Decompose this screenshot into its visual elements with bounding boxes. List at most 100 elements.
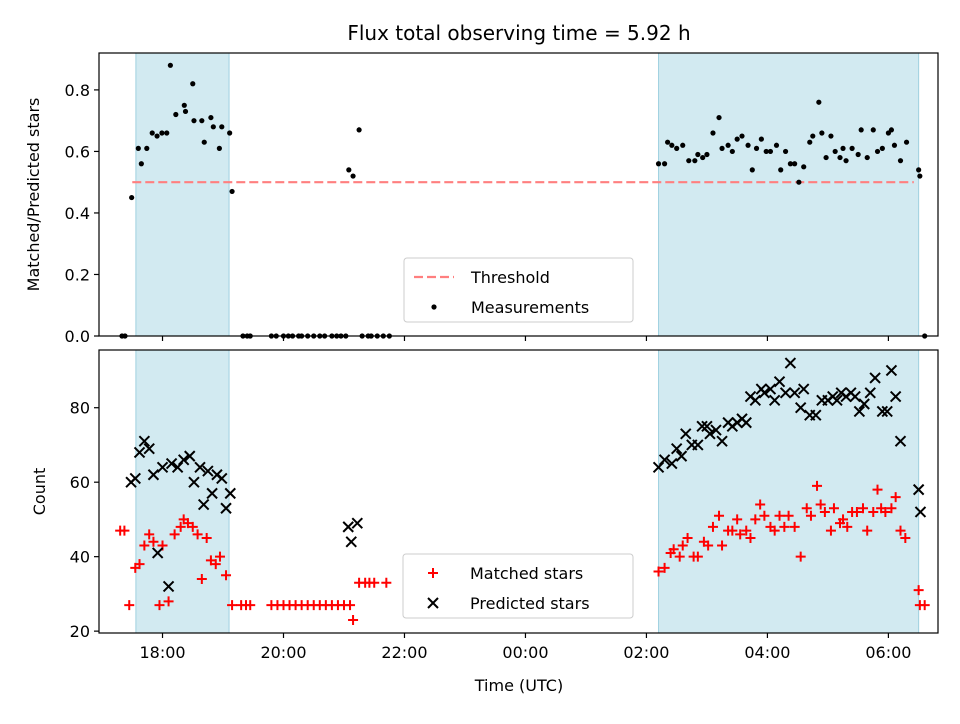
legend: Matched stars Predicted stars [402,553,634,619]
legend-box [402,553,634,619]
data-point [214,551,225,562]
data-point [138,161,144,167]
data-point [345,536,357,548]
data-point [773,375,786,388]
data-point [759,510,770,521]
data-point [831,394,843,406]
data-point [788,387,801,399]
legend-box [403,257,634,323]
data-point [862,525,873,536]
data-point [819,506,830,517]
x-tick-label: 22:00 [381,643,427,662]
data-point [796,179,802,185]
data-point [719,145,725,151]
bottom-panel: 20 40 60 80 18:00 20:00 22:00 00:00 02:00 04:00 06… [30,349,939,662]
data-point [900,533,911,544]
y-tick-label: 40 [70,548,90,567]
data-point [188,476,200,488]
data-point [227,130,233,136]
data-point [792,161,798,167]
data-point [692,551,703,562]
data-point [750,514,761,525]
data-point [381,577,392,588]
data-point [704,151,710,158]
data-point [897,158,904,164]
data-point [735,529,746,540]
data-point [119,525,130,536]
data-point [864,387,876,399]
data-point [755,499,766,510]
data-point [810,409,822,421]
data-point [810,133,816,139]
data-point [680,142,686,148]
data-point [133,446,146,459]
data-point [216,472,228,485]
data-point [868,506,879,517]
data-point [843,158,849,164]
data-point [210,559,221,570]
data-point [668,544,679,555]
data-point [147,469,160,481]
data-point [350,173,356,179]
data-point [745,142,751,148]
data-point [196,574,207,585]
shaded-interval-1 [135,52,230,337]
data-point [812,480,823,491]
data-point [356,127,362,133]
data-point [149,130,155,136]
y-tick-label: 60 [70,473,90,492]
data-point [129,472,142,485]
data-point [914,506,927,518]
data-point [890,492,901,503]
data-point [184,450,196,462]
data-point [154,600,165,611]
data-point [716,114,722,121]
data-point [916,167,922,173]
axes-frame [98,52,939,337]
data-point [855,151,861,158]
data-point [151,547,164,559]
data-point [729,148,735,155]
data-point [216,145,222,151]
data-point [903,139,910,145]
data-point [828,133,834,139]
data-point [173,111,179,118]
data-point [192,529,203,540]
data-point [692,439,704,451]
data-point [783,510,794,521]
data-point [169,529,180,540]
data-point [659,562,670,573]
data-point [199,118,205,124]
data-point [828,503,839,514]
x-tick-label: 06:00 [865,643,911,662]
data-point [801,164,807,170]
data-point [156,461,169,474]
data-point [807,139,813,145]
data-point [889,390,902,403]
data-point [190,81,196,87]
data-point [853,405,866,418]
data-point [816,99,822,105]
figure-title: Flux total observing time = 5.92 h [347,21,690,45]
data-point [789,521,800,532]
shaded-interval-2 [658,349,920,634]
data-point [881,405,893,418]
data-point [159,130,165,136]
data-point [874,148,881,155]
data-point [187,521,198,532]
data-point [825,525,836,536]
y-axis-label: Matched/Predicted stars [24,98,43,292]
data-point [880,506,891,517]
data-point [135,145,141,151]
data-point [167,62,173,68]
data-point [177,454,190,466]
data-point [346,167,352,173]
top-panel: 0.0 0.2 0.4 0.6 0.8 Matched/Predicted stars Th… [24,52,939,346]
data-point [870,127,876,133]
data-point [819,130,825,136]
y-tick-label: 0.2 [65,265,90,284]
data-point [229,188,235,195]
data-point [162,580,175,593]
